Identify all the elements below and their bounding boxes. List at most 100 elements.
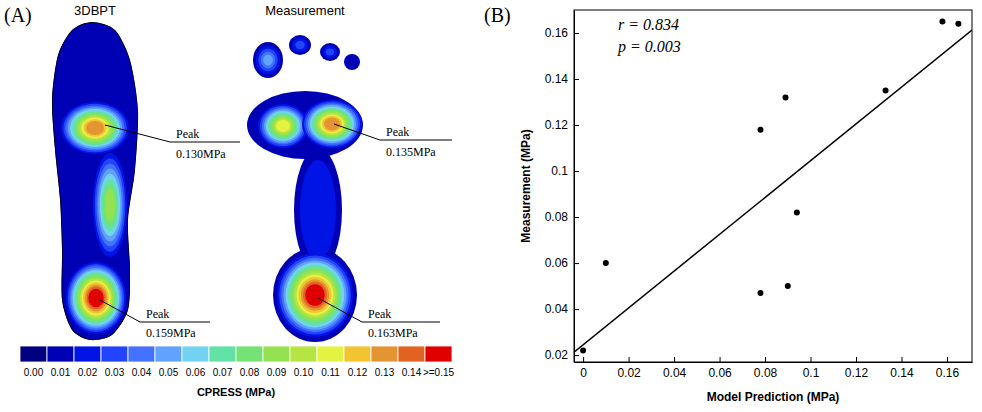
x-tick-label: 0.12 [845, 366, 869, 380]
colorbar-cell [101, 346, 128, 362]
y-tick-label: 0.08 [545, 210, 569, 224]
pressure-contour [310, 106, 354, 141]
colorbar-cell [425, 346, 452, 362]
pressure-contour [316, 111, 348, 137]
colorbar-cell [317, 346, 344, 362]
colorbar: 0.000.010.020.030.040.050.060.070.080.09… [20, 346, 455, 398]
peak-label: Peak [368, 307, 391, 321]
pressure-contour [302, 100, 362, 148]
scatter-point [794, 209, 800, 215]
pressure-contour [300, 160, 336, 260]
pressure-contour [84, 119, 107, 136]
pressure-contour [292, 270, 338, 320]
scatter-point [883, 88, 889, 94]
colorbar-tick-label: 0.08 [240, 367, 260, 378]
x-tick: 0.1 [803, 357, 820, 380]
pressure-contour [96, 163, 123, 246]
y-tick: 0.12 [545, 118, 579, 132]
pressure-contour [105, 189, 115, 220]
colorbar-tick-label: 0.10 [294, 367, 314, 378]
stat-annotation: r = 0.834 [618, 16, 679, 33]
y-tick: 0.16 [545, 26, 579, 40]
pressure-contour [304, 102, 360, 147]
pressure-contour [93, 153, 127, 257]
y-tick-label: 0.16 [545, 26, 569, 40]
y-tick-mark [574, 33, 579, 34]
y-tick: 0.04 [545, 302, 579, 316]
pressure-contour [295, 41, 305, 49]
pressure-peak [328, 50, 332, 54]
pressure-contour [294, 272, 335, 318]
pressure-contour [322, 116, 342, 132]
figure: (A)3DBPTPeak0.130MPaPeak0.159MPaMeasurem… [0, 0, 982, 412]
colorbar-cell [263, 346, 290, 362]
pressure-contour [76, 274, 115, 321]
colorbar-tick-label: >=0.15 [423, 367, 455, 378]
pressure-peak [279, 123, 287, 130]
y-tick-mark [574, 217, 579, 218]
y-tick-label: 0.14 [545, 72, 569, 86]
pressure-contour [306, 103, 358, 145]
colorbar-tick-label: 0.05 [159, 367, 179, 378]
pressure-contour [308, 105, 356, 143]
pressure-peak [90, 124, 100, 132]
pressure-contour [70, 109, 120, 147]
y-tick-label: 0.02 [545, 348, 569, 362]
scatter-point [757, 127, 763, 133]
pressure-contour [314, 110, 350, 139]
y-tick-mark [574, 263, 579, 264]
y-axis-title: Measurement (MPa) [519, 129, 533, 242]
colorbar-tick-label: 0.04 [132, 367, 152, 378]
x-tick-label: 0 [580, 366, 587, 380]
pressure-contour [88, 289, 103, 308]
y-tick: 0.1 [551, 164, 579, 178]
pressure-contour [75, 112, 116, 143]
leader-line [334, 124, 452, 140]
colorbar-cell [20, 346, 47, 362]
pressure-contour [281, 258, 348, 332]
y-axis: 0.02 0.04 0.06 0.08 0.1 0.12 0.14 0.16 [545, 11, 579, 363]
pressure-contour [75, 272, 118, 323]
colorbar-tick-label: 0.09 [267, 367, 287, 378]
pressure-contour [320, 114, 344, 133]
colorbar-tick-label: 0.03 [105, 367, 125, 378]
leader-line [105, 125, 240, 142]
peak-value: 0.159MPa [146, 326, 196, 340]
footprint-shape [273, 248, 357, 342]
pressure-contour [98, 169, 122, 242]
pressure-contour [103, 184, 117, 226]
x-tick: 0.08 [754, 357, 778, 380]
x-tick-mark [947, 357, 948, 362]
pressure-contour [260, 106, 306, 146]
pressure-contour [86, 121, 104, 135]
peak-value: 0.163MPa [368, 326, 418, 340]
y-tick-label: 0.06 [545, 256, 569, 270]
colorbar-cell [290, 346, 317, 362]
y-tick-mark [574, 79, 579, 80]
pressure-contour [288, 265, 342, 325]
colorbar-title: CPRESS (MPa) [197, 386, 276, 398]
pressure-contour [323, 46, 337, 58]
pressure-contour [73, 270, 119, 326]
pressure-contour [264, 109, 302, 142]
pressure-contour [85, 285, 107, 312]
footprint-shape [320, 43, 340, 61]
x-tick: 0.02 [617, 357, 641, 380]
y-tick: 0.02 [545, 348, 579, 362]
y-tick: 0.06 [545, 256, 579, 270]
pressure-peak [92, 293, 101, 304]
pressure-contour [61, 102, 129, 154]
x-tick-mark [720, 357, 721, 362]
colorbar-cell [155, 346, 182, 362]
insole-outline [52, 22, 138, 340]
footprint-shape [289, 35, 311, 55]
colorbar-tick-label: 0.13 [375, 367, 395, 378]
pressure-contour [270, 115, 296, 138]
pressure-contour [258, 104, 308, 148]
pressure-peak [298, 43, 302, 47]
peak-label: Peak [386, 125, 409, 139]
scatter-point [785, 283, 791, 289]
pressure-contour [71, 268, 121, 328]
x-axis: 00.020.040.060.080.10.120.140.16 [575, 357, 973, 380]
x-tick: 0.04 [663, 357, 687, 380]
